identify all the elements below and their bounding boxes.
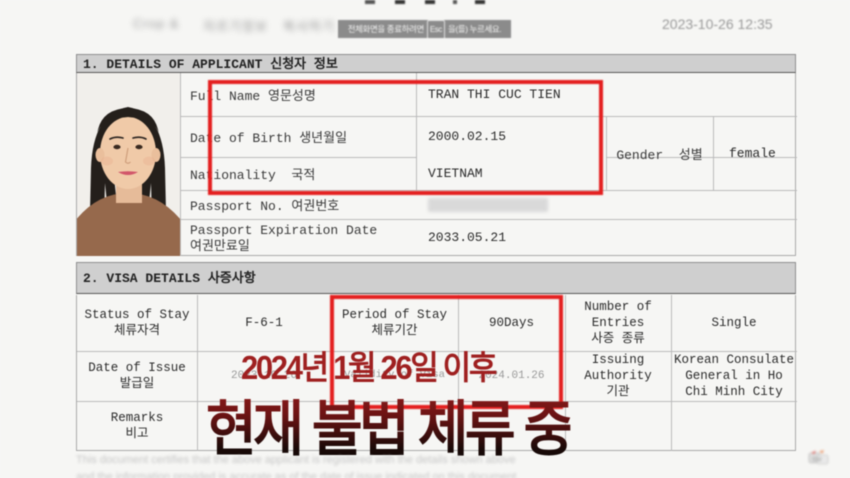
- svg-text:SW: SW: [812, 458, 822, 464]
